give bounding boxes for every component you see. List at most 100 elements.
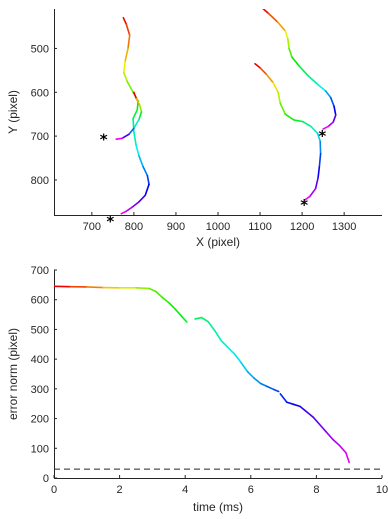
top-y-tick-label: 800 (31, 175, 49, 187)
error-curve-2-segment (220, 339, 229, 349)
bottom-error-curve (54, 285, 351, 464)
top-x-tick-label: 800 (125, 221, 143, 233)
error-curve-1-segment (181, 315, 188, 323)
error-curve-3-segment (325, 431, 334, 441)
error-curve-2-segment (253, 377, 262, 385)
trajectory-4-segment (272, 81, 279, 94)
error-curve-1-segment (174, 308, 183, 318)
trajectory-3-segment (287, 38, 290, 50)
trajectory-2-segment (133, 118, 140, 130)
trajectory-4-segment (316, 132, 321, 143)
trajectory-3-segment (288, 47, 293, 59)
trajectory-3-segment (327, 121, 335, 128)
trajectory-3-segment (298, 65, 309, 77)
bottom-x-tick-label: 6 (248, 484, 254, 496)
top-x-tick-label: 1300 (332, 221, 356, 233)
bottom-y-axis-label: error norm (pixel) (6, 328, 20, 420)
trajectory-1-segment (125, 206, 134, 213)
trajectory-1-segment (144, 183, 150, 197)
bottom-y-tick-label: 600 (31, 295, 49, 307)
error-curve-3-segment (279, 393, 288, 404)
top-x-tick-label: 1000 (206, 221, 230, 233)
bottom-y-tick-label: 200 (31, 414, 49, 426)
trajectory-4-segment (302, 120, 312, 128)
error-curve-3-segment (338, 444, 347, 454)
trajectory-3-segment (307, 74, 319, 86)
trajectory-4-segment (265, 73, 274, 84)
trajectory-3-segment (316, 83, 327, 92)
error-curve-2-segment (246, 370, 255, 379)
trajectory-4-segment (314, 176, 319, 190)
error-curve-3-segment (345, 451, 351, 464)
top-trajectories (115, 9, 337, 215)
trajectory-3-segment (333, 105, 337, 116)
start-marker-4: * (318, 127, 326, 145)
error-curve-3-segment (312, 416, 321, 426)
trajectory-1-segment (138, 194, 147, 203)
bottom-y-tick-label: 700 (31, 265, 49, 277)
error-curve-2-segment (213, 329, 223, 342)
error-curve-2-segment (259, 382, 269, 388)
trajectory-3-segment (332, 114, 337, 123)
error-curve-1-segment (168, 301, 177, 311)
trajectory-2-segment (115, 137, 123, 140)
trajectory-1-segment (120, 210, 127, 215)
top-y-tick-label: 500 (31, 43, 49, 55)
trajectory-4-segment (277, 91, 282, 105)
trajectory-3-segment (284, 30, 289, 40)
trajectory-1-segment (123, 60, 126, 74)
trajectory-1-segment (131, 201, 140, 208)
bottom-plot: 0 2 4 6 8 10 0 100 200 300 400 500 600 700 time (ms)… (6, 265, 388, 514)
trajectory-4-segment (279, 102, 287, 115)
trajectory-4-segment (318, 152, 322, 168)
trajectory-2-segment (128, 127, 135, 136)
top-y-tick-label: 600 (31, 87, 49, 99)
bottom-y-tick-label: 0 (43, 473, 49, 485)
error-curve-1-segment (161, 296, 170, 304)
trajectory-4-segment (303, 195, 311, 201)
top-y-axis-label: Y (pixel) (6, 90, 20, 134)
bottom-y-tick-label: 500 (31, 324, 49, 336)
bottom-x-axis-label: time (ms) (193, 500, 243, 514)
bottom-y-ticks: 0 100 200 300 400 500 600 700 (31, 265, 57, 485)
trajectory-4-segment (284, 113, 295, 121)
trajectory-1-segment (135, 144, 140, 157)
error-curve-2-segment (194, 316, 203, 320)
bottom-x-tick-label: 4 (182, 484, 188, 496)
trajectory-1-segment (142, 165, 149, 177)
error-curve-1-segment (86, 286, 104, 289)
top-x-tick-label: 900 (167, 221, 185, 233)
error-curve-2-segment (227, 346, 236, 355)
trajectory-1-segment (123, 71, 128, 83)
trajectory-4-segment (254, 62, 262, 69)
trajectory-1-segment (125, 23, 131, 37)
bottom-x-tick-label: 10 (376, 484, 388, 496)
top-x-tick-label: 700 (83, 221, 101, 233)
error-curve-2-segment (266, 385, 275, 391)
top-y-tick-label: 700 (31, 131, 49, 143)
top-x-axis-label: X (pixel) (196, 235, 240, 249)
trajectory-2-segment (135, 98, 141, 107)
trajectory-3-segment (324, 90, 332, 99)
error-curve-2-segment (272, 388, 280, 393)
bottom-y-tick-label: 400 (31, 354, 49, 366)
bottom-x-tick-label: 0 (51, 484, 57, 496)
trajectory-1-segment (122, 16, 128, 26)
trajectory-4-segment (308, 187, 317, 198)
trajectory-4-segment (317, 165, 321, 179)
error-curve-3-segment (331, 438, 341, 447)
trajectory-2-segment (138, 111, 143, 121)
bottom-x-ticks: 0 2 4 6 8 10 (51, 475, 388, 496)
error-curve-1-segment (148, 287, 157, 293)
trajectory-3-segment (322, 125, 329, 130)
error-curve-2-segment (207, 320, 216, 332)
trajectory-3-segment (276, 21, 287, 32)
trajectory-4-segment (292, 119, 304, 123)
error-curve-1-segment (135, 287, 150, 290)
trajectory-3-segment (262, 9, 270, 15)
top-x-ticks: 700 800 900 1000 1100 1200 1300 (83, 212, 356, 233)
error-curve-3-segment (286, 401, 295, 406)
error-curve-2-segment (240, 361, 249, 373)
bottom-y-tick-label: 100 (31, 443, 49, 455)
start-marker-1: * (100, 130, 108, 148)
